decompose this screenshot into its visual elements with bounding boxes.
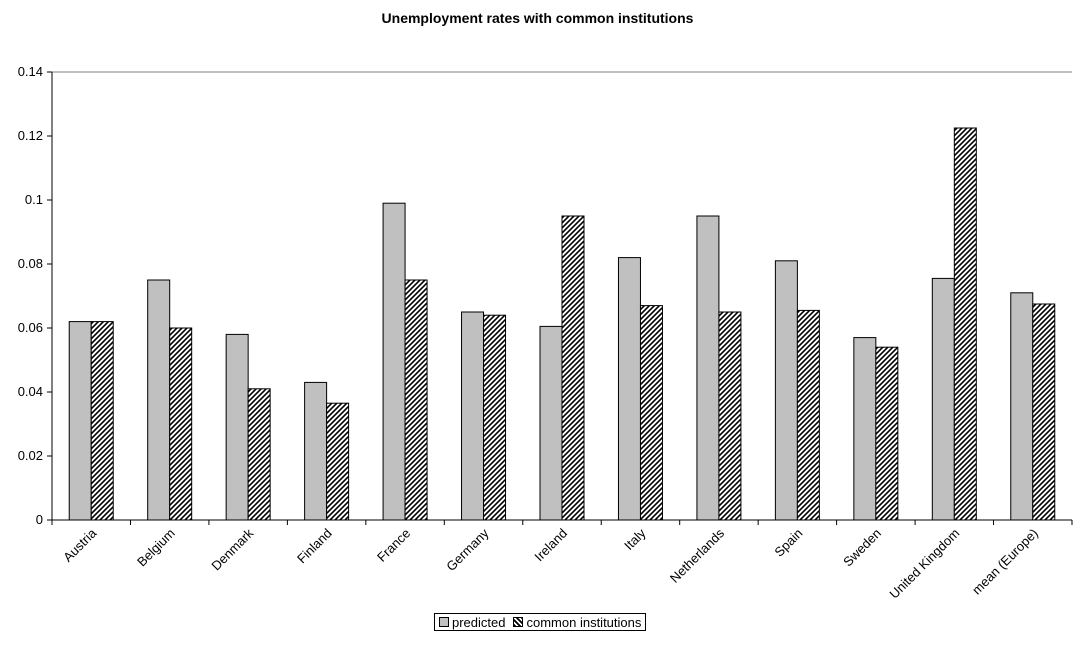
x-tick-label: Finland	[294, 526, 335, 567]
legend-item-common-institutions: common institutions	[513, 615, 641, 630]
bar-predicted	[1010, 292, 1034, 521]
x-tick-label: Belgium	[134, 526, 178, 570]
bar-common-institutions	[247, 388, 271, 521]
bar-predicted	[774, 260, 798, 521]
x-tick-label: Netherlands	[667, 525, 728, 586]
bar-predicted	[382, 202, 406, 521]
x-tick-label: Sweden	[840, 526, 884, 570]
bar-common-institutions	[953, 127, 977, 521]
x-tick-label: Austria	[60, 525, 100, 565]
bar-predicted	[853, 337, 877, 521]
bar-predicted	[696, 215, 720, 521]
bar-common-institutions	[639, 305, 663, 521]
legend: predicted common institutions	[434, 613, 647, 631]
bar-common-institutions	[169, 327, 193, 521]
legend-swatch-common-institutions	[513, 617, 524, 627]
bar-common-institutions	[1032, 303, 1056, 521]
legend-label-common-institutions: common institutions	[526, 614, 642, 630]
y-tick-label: 0.04	[18, 384, 43, 399]
x-tick-label: France	[374, 526, 413, 565]
bar-predicted	[617, 257, 641, 521]
bar-common-institutions	[796, 309, 820, 521]
legend-swatch-predicted	[439, 617, 449, 627]
x-tick-label: United Kingdom	[886, 526, 962, 602]
bar-predicted	[931, 277, 955, 521]
bar-predicted	[304, 381, 328, 521]
x-tick-label: Spain	[771, 526, 805, 560]
bar-common-institutions	[875, 346, 899, 521]
y-tick-label: 0.06	[18, 320, 43, 335]
bar-predicted	[225, 333, 249, 521]
bar-predicted	[461, 311, 485, 521]
chart-title: Unemployment rates with common instituti…	[381, 10, 694, 26]
bar-common-institutions	[483, 314, 507, 521]
y-tick-label: 0.14	[18, 64, 43, 79]
y-tick-label: 0.12	[18, 128, 43, 143]
y-tick-label: 0.1	[25, 192, 43, 207]
x-tick-label: Denmark	[208, 525, 256, 573]
bar-common-institutions	[90, 321, 114, 521]
bar-predicted	[68, 321, 92, 521]
x-tick-label: Italy	[621, 525, 649, 553]
y-tick-label: 0	[36, 512, 43, 527]
y-tick-label: 0.08	[18, 256, 43, 271]
x-tick-label: Ireland	[531, 526, 570, 565]
legend-item-predicted: predicted	[439, 615, 505, 630]
x-tick-label: Germany	[443, 525, 492, 574]
y-tick-label: 0.02	[18, 448, 43, 463]
bar-predicted	[539, 325, 563, 521]
bar-common-institutions	[561, 215, 585, 521]
bar-common-institutions	[718, 311, 742, 521]
bar-common-institutions	[404, 279, 428, 521]
legend-label-predicted: predicted	[452, 614, 506, 630]
bar-common-institutions	[326, 402, 350, 521]
x-tick-label: mean (Europe)	[969, 526, 1041, 598]
bar-predicted	[147, 279, 171, 521]
